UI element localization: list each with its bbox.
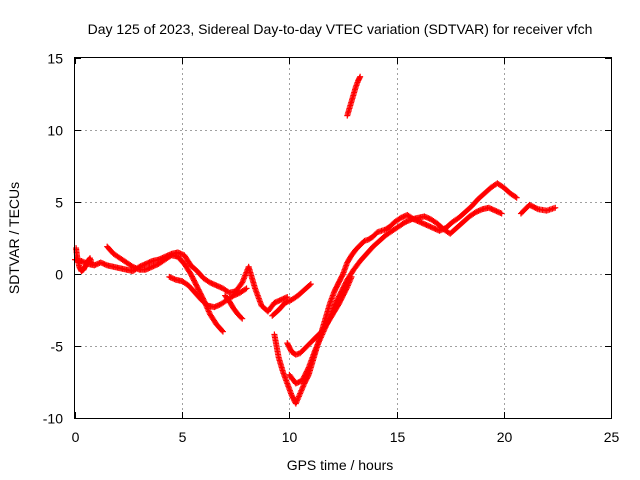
data-point (219, 328, 226, 335)
data-point (498, 210, 505, 217)
chart-title: Day 125 of 2023, Sidereal Day-to-day VTE… (88, 21, 593, 37)
plot-frame (74, 57, 612, 419)
x-tick-label: 5 (179, 429, 187, 445)
data-point (243, 285, 250, 292)
y-tick-label: -5 (51, 339, 64, 355)
x-tick-label: 25 (604, 429, 620, 445)
data-point (339, 272, 346, 279)
y-tick-label: 10 (47, 123, 63, 139)
data-points (72, 73, 559, 407)
data-point (89, 260, 96, 267)
data-point (552, 204, 559, 211)
y-tick-label: -10 (43, 411, 63, 427)
data-point (306, 282, 313, 289)
x-axis-label: GPS time / hours (287, 457, 394, 473)
data-point (239, 315, 246, 322)
x-tick-label: 15 (390, 429, 406, 445)
data-point (512, 193, 519, 200)
x-tick-label: 0 (72, 429, 80, 445)
y-axis-label: SDTVAR / TECUs (6, 182, 22, 294)
x-tick-label: 10 (282, 429, 298, 445)
data-point (305, 365, 312, 372)
data-point (357, 73, 364, 80)
y-tick-label: 5 (55, 195, 63, 211)
x-tick-label: 20 (497, 429, 513, 445)
data-point (307, 281, 314, 288)
data-point (238, 314, 245, 321)
y-tick-label: 15 (47, 51, 63, 67)
grid (75, 58, 611, 418)
data-point (219, 327, 226, 334)
data-point (533, 205, 540, 212)
data-point (513, 194, 520, 201)
data-point (242, 286, 249, 293)
axis-ticks: 0 5 10 15 20 25 -10 -5 0 5 10 15 (43, 51, 620, 446)
y-tick-label: 0 (55, 267, 63, 283)
